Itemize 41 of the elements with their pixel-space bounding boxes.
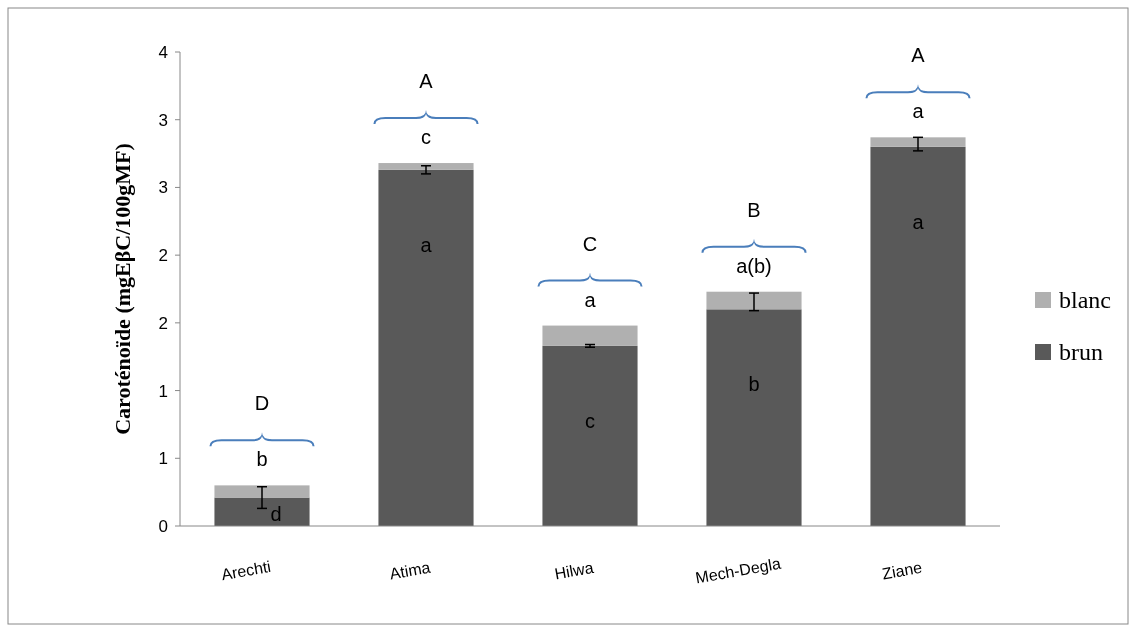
annotation: a xyxy=(584,288,597,311)
legend-label: blanc xyxy=(1059,287,1111,314)
bar xyxy=(870,137,966,147)
annotation: B xyxy=(747,198,761,221)
x-tick-label: Ziane xyxy=(880,558,924,583)
y-tick-label: 1 xyxy=(158,449,168,469)
bar xyxy=(214,485,310,498)
annotation: d xyxy=(270,503,282,525)
annotation: A xyxy=(911,44,926,67)
annotation: A xyxy=(419,70,434,93)
annotation: b xyxy=(748,373,760,396)
y-tick-label: 0 xyxy=(158,516,168,536)
bar xyxy=(706,309,802,526)
y-tick-label: 3 xyxy=(158,110,168,130)
y-tick-label: 2 xyxy=(158,246,168,266)
bar xyxy=(378,163,474,170)
x-tick-label: Mech-Degla xyxy=(694,554,783,587)
bar xyxy=(378,169,474,526)
x-tick-label: Hilwa xyxy=(553,558,595,583)
annotation: C xyxy=(582,232,598,255)
y-tick-label: 2 xyxy=(158,313,168,333)
y-axis-title: Caroténoïde (mgEβC/100gMF) xyxy=(110,143,135,435)
legend-label: brun xyxy=(1059,339,1103,366)
y-tick-label: 4 xyxy=(158,42,168,62)
annotation: c xyxy=(421,126,431,149)
bar xyxy=(870,146,966,526)
annotation: a xyxy=(912,100,925,123)
y-tick-label: 1 xyxy=(158,381,168,401)
annotation: D xyxy=(254,392,270,415)
annotation: a xyxy=(912,210,925,233)
bar xyxy=(542,345,638,526)
bar xyxy=(542,325,638,346)
annotation: b xyxy=(256,448,268,471)
annotation: c xyxy=(585,409,595,432)
annotation: a(b) xyxy=(736,254,772,277)
x-tick-label: Arechti xyxy=(220,557,273,584)
y-tick-label: 3 xyxy=(158,178,168,198)
x-tick-label: Atima xyxy=(388,558,432,583)
bar xyxy=(214,497,310,526)
bar xyxy=(706,291,802,310)
annotation: a xyxy=(420,233,433,256)
